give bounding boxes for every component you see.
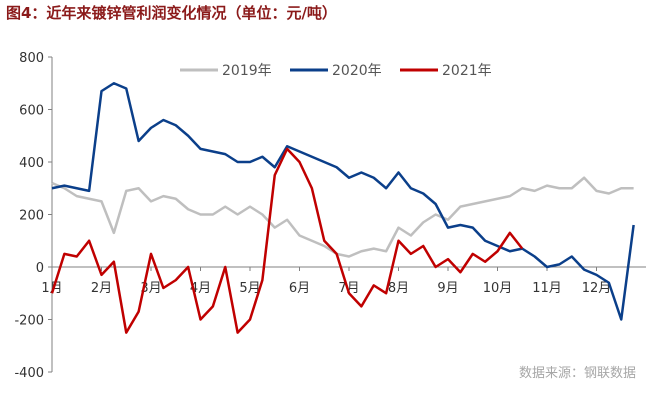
series-line [51,176,634,258]
y-tick-label: 400 [19,156,44,171]
x-tick-label: 8月 [388,281,409,296]
y-tick-label: 800 [19,51,44,66]
x-tick-label: 3月 [140,281,161,296]
y-tick-label: -200 [14,314,44,329]
series-line [50,147,524,334]
x-tick-label: 9月 [437,281,458,296]
legend-label: 2020年 [332,63,382,79]
x-tick-label: 10月 [483,281,513,296]
y-tick-label: 0 [36,261,44,276]
x-tick-label: 2月 [91,281,112,296]
y-tick-label: 600 [19,104,44,119]
source: 数据来源：钢联数据 [519,366,636,381]
chart-title: 图4：近年来镀锌管利润变化情况（单位：元/吨） [6,4,337,22]
series-line [51,82,635,321]
legend-label: 2019年 [222,63,272,79]
x-tick-label: 11月 [532,281,562,296]
x-tick-label: 7月 [338,281,359,296]
x-tick-label: 1月 [41,281,62,296]
x-tick-label: 12月 [582,281,612,296]
y-tick-label: 200 [19,209,44,224]
x-tick-label: 5月 [239,281,260,296]
legend-label: 2021年 [442,63,492,79]
x-tick-label: 6月 [289,281,310,296]
y-tick-label: -400 [14,366,44,381]
